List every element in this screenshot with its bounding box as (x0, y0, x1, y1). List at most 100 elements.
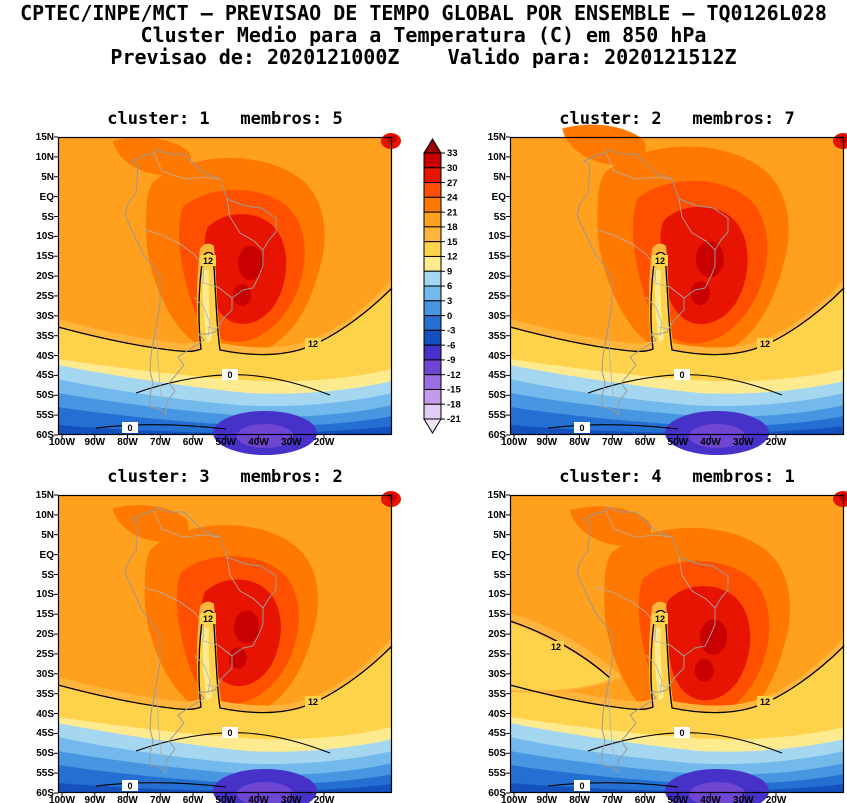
contour-label: 12 (548, 641, 564, 652)
colorbar-segment (423, 241, 442, 257)
y-tick-label: 15S (488, 251, 506, 263)
country-border (605, 510, 673, 538)
x-tick-label: 100W (48, 437, 76, 448)
svg-text:0: 0 (679, 370, 684, 380)
y-tick-label: 40S (36, 708, 54, 720)
country-border (193, 296, 211, 337)
country-border (658, 326, 669, 330)
map-frame (509, 136, 845, 436)
country-border (645, 296, 663, 337)
contour-label: 0 (122, 780, 138, 791)
x-tick-label: 60W (634, 795, 656, 803)
y-tick-label: 15N (35, 490, 54, 501)
cold-bands (58, 601, 392, 803)
x-tick-label: 100W (500, 437, 528, 448)
x-tick-label: 70W (602, 437, 623, 448)
y-tick-label: 50S (36, 748, 54, 760)
svg-text:0: 0 (579, 781, 584, 791)
x-tick-label: 50W (667, 795, 689, 803)
title-line-2: Cluster Medio para a Temperatura (C) em … (140, 23, 707, 47)
y-tick-label: 15N (35, 132, 54, 143)
colorbar-segment (423, 255, 442, 272)
colorbar-label: 3 (447, 296, 452, 307)
y-tick-label: 15N (487, 132, 506, 143)
y-tick-label: 45S (488, 370, 506, 382)
temperature-map: 12 12 0 0 (54, 491, 401, 803)
y-tick-label: 35S (36, 688, 54, 700)
country-border (594, 228, 657, 284)
x-tick-label: 70W (150, 795, 171, 803)
warm-core (113, 137, 325, 355)
y-tick-label: 15S (36, 251, 54, 263)
map-frame (57, 494, 393, 794)
panel-title-cluster-3: cluster: 3 membros: 2 (107, 467, 343, 487)
svg-text:12: 12 (308, 697, 318, 707)
country-border (607, 685, 615, 758)
y-tick-label: 30S (36, 668, 54, 680)
country-border (654, 282, 685, 299)
colorbar-label: -3 (447, 326, 455, 337)
y-tick-label: 55S (488, 768, 506, 780)
y-tick-label: 45S (36, 728, 54, 740)
country-border (658, 684, 669, 688)
country-border (206, 684, 217, 688)
y-tick-label: 30S (488, 310, 506, 322)
country-border (654, 640, 685, 657)
colorbar-segment (423, 344, 442, 361)
axis-ticks (506, 136, 777, 439)
y-tick-label: 5N (41, 529, 54, 541)
svg-text:12: 12 (760, 697, 770, 707)
country-border (142, 586, 205, 642)
colorbar-arrow-bottom (423, 418, 442, 434)
y-tick-label: 25S (36, 290, 54, 302)
country-border (206, 326, 217, 330)
contour-label: 12 (200, 255, 216, 266)
y-tick-label: EQ (39, 549, 54, 561)
y-tick-label: EQ (491, 191, 506, 203)
country-border (678, 198, 716, 251)
y-tick-label: 15S (488, 609, 506, 621)
contour-0 (135, 374, 331, 396)
colorbar-segment (423, 182, 442, 198)
temperature-map: 12 12 0 0 (54, 133, 401, 455)
y-tick-label: 60S (36, 430, 54, 441)
contour-12 (509, 609, 845, 714)
colorbar-label: -18 (447, 399, 461, 410)
x-tick-label: 90W (536, 437, 558, 448)
colorbar-label: -12 (447, 370, 461, 381)
contour-label: 12 (757, 338, 773, 349)
country-border (678, 556, 716, 609)
colorbar-label: 12 (447, 252, 458, 263)
colorbar-label: 6 (447, 281, 452, 292)
svg-text:12: 12 (760, 339, 770, 349)
colorbar-label: 33 (447, 148, 458, 159)
colorbar-segment (423, 315, 442, 331)
x-tick-label: 60W (634, 437, 656, 448)
contour-label: 12 (200, 613, 216, 624)
country-border (202, 640, 233, 657)
y-tick-label: 60S (488, 430, 506, 441)
temperature-map: 12 12 0 0 12 (506, 491, 847, 803)
y-tick-label: 5N (493, 171, 506, 183)
contour-12 (57, 251, 393, 356)
svg-text:0: 0 (227, 728, 232, 738)
contour-0 (95, 424, 227, 430)
x-tick-label: 70W (602, 795, 623, 803)
x-tick-label: 30W (733, 795, 754, 803)
axis-ticks (506, 494, 777, 797)
x-tick-label: 90W (84, 437, 106, 448)
svg-text:0: 0 (227, 370, 232, 380)
y-tick-label: 5N (41, 171, 54, 183)
x-tick-label: 40W (248, 795, 269, 803)
country-border (155, 685, 163, 758)
coastline (124, 506, 277, 774)
colorbar-label: -21 (447, 414, 461, 425)
contour-label: 0 (122, 422, 138, 433)
svg-text:12: 12 (203, 256, 213, 266)
contour-0 (547, 424, 679, 430)
coastline (576, 506, 729, 774)
contour-0 (95, 782, 227, 788)
country-border (645, 654, 663, 695)
y-tick-label: 15S (36, 609, 54, 621)
